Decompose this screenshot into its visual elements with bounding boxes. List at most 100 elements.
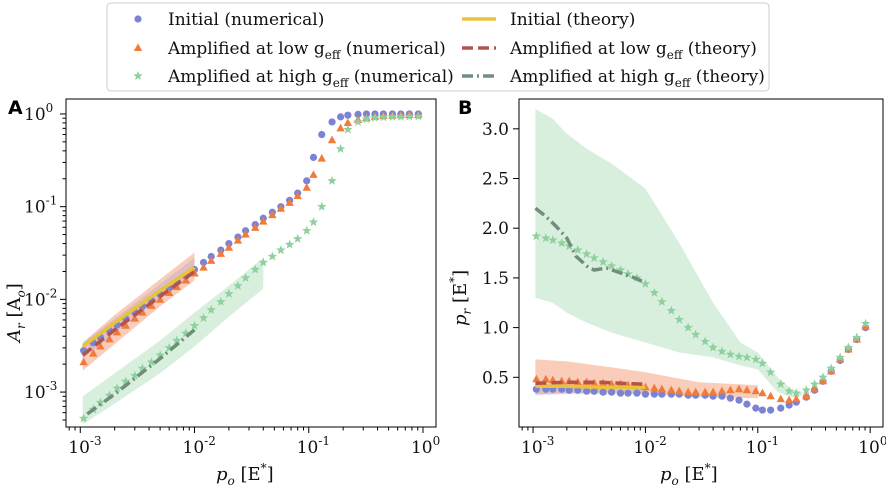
panel-a-ytick-label: 10-2: [24, 286, 57, 310]
panel-a-point-circle: [309, 153, 318, 161]
panel-b-point-circle: [718, 392, 726, 400]
panel-b-point-star: [708, 342, 718, 352]
panel-a-point-star: [404, 111, 415, 121]
panel-a-point-circle: [344, 111, 352, 119]
panel-b-point-star: [751, 354, 761, 364]
panel-a-point-circle: [199, 258, 208, 267]
panel-b-point-star: [784, 386, 794, 396]
panel-a-point-triangle: [309, 170, 318, 178]
panel-a-point-triangle: [147, 301, 156, 309]
panel-b-point-circle: [565, 386, 573, 394]
panel-b-point-triangle: [717, 386, 727, 395]
panel-b-point-star: [690, 329, 701, 339]
panel-b-point-triangle: [667, 385, 676, 394]
panel-b-point-triangle: [708, 387, 718, 396]
legend-marker-star: [133, 71, 143, 81]
panel-a-ytick-label: 10-1: [24, 194, 57, 218]
panel-a-point-circle: [303, 177, 311, 185]
panel-a-point-triangle: [105, 334, 114, 343]
legend-label: Amplified at low geff (theory): [509, 39, 757, 62]
panel-b-point-star: [674, 314, 685, 324]
panel-b-theory-line-solid: [535, 384, 646, 389]
panel-b-point-circle: [777, 404, 785, 412]
panel-b-point-triangle: [792, 394, 801, 403]
panel-a-point-triangle: [327, 135, 337, 144]
panel-b-point-star: [765, 367, 776, 377]
panel-b-point-triangle: [766, 391, 775, 400]
panel-a-point-star: [301, 225, 312, 235]
panel-a-point-star: [276, 245, 286, 255]
panel-b-point-star: [725, 349, 736, 359]
panel-b-point-circle: [607, 388, 616, 396]
panel-b-point-star: [852, 332, 862, 342]
legend-item: Amplified at high geff (numerical): [133, 67, 454, 90]
legend-item: Initial (theory): [462, 10, 635, 30]
panel-a-point-triangle: [207, 256, 216, 264]
panel-a-theory-line-solid: [81, 266, 196, 348]
panel-a-point-triangle: [79, 357, 88, 366]
panel-a-point-star: [130, 370, 140, 380]
panel-b-point-star: [666, 305, 677, 315]
panel-b-point-circle: [633, 389, 641, 397]
panel-b-point-star: [791, 388, 802, 398]
legend-marker-triangle: [133, 43, 143, 51]
panel-a-point-star: [370, 112, 380, 122]
panel-b-frame: [518, 98, 884, 428]
panel-a-frame: [65, 98, 437, 428]
panel-b-point-triangle: [607, 379, 616, 388]
panel-a-point-triangle: [224, 243, 234, 251]
panel-a-point-star: [189, 320, 200, 330]
panel-b-point-circle: [590, 387, 598, 395]
panel-b-xtick-label: 10-2: [633, 434, 666, 458]
panel-a-point-star: [250, 264, 260, 274]
panel-b-point-star: [717, 346, 727, 356]
panel-a-xtick-label: 10-1: [297, 434, 330, 458]
panel-a-point-star: [172, 335, 182, 345]
panel-b-point-star: [581, 249, 592, 259]
panel-b-xlabel: po [E*]: [660, 461, 718, 488]
panel-a-point-triangle: [317, 153, 326, 162]
panel-b-point-triangle: [784, 395, 794, 404]
panel-b-point-star: [556, 238, 567, 248]
panel-a-point-circle: [318, 130, 326, 139]
panel-b-point-circle: [624, 389, 632, 397]
panel-a-point-star: [413, 111, 424, 121]
panel-b-point-triangle: [657, 384, 667, 393]
panel-b-point-triangle: [742, 385, 752, 394]
panel-b-point-triangle: [818, 376, 828, 385]
panel-b-point-triangle: [810, 384, 819, 393]
panel-b-point-triangle: [758, 388, 767, 397]
panel-b-point-star: [541, 233, 551, 243]
panel-b-point-star: [623, 268, 633, 278]
legend-item: Amplified at high geff (theory): [462, 67, 765, 90]
panel-b-point-star: [757, 358, 768, 368]
panel-a-point-triangle: [138, 307, 147, 316]
panel-a-point-star: [164, 342, 174, 352]
panel-b-point-triangle: [734, 384, 744, 393]
panel-a-point-star: [224, 288, 234, 298]
panel-a-point-star: [240, 273, 251, 283]
panel-b-point-circle: [599, 388, 607, 396]
panel-a-point-triangle: [285, 198, 294, 206]
panel-a-point-star: [343, 124, 353, 134]
panel-b-ytick-label: 2.5: [482, 170, 509, 190]
legend: Initial (numerical) Initial (theory) Ampli…: [106, 2, 770, 92]
panel-b-point-triangle: [683, 387, 693, 396]
panel-a-point-triangle: [89, 349, 98, 357]
panel-b-point-circle: [743, 400, 751, 408]
legend-item: Amplified at low geff (numerical): [133, 39, 446, 62]
panel-b-point-triangle: [650, 383, 659, 392]
panel-a-xlabel: po [E*]: [216, 461, 274, 488]
panel-b-point-star: [548, 235, 558, 245]
panel-b-xtick-label: 10-3: [521, 434, 554, 458]
panel-b-point-circle: [767, 406, 775, 414]
panel-a-point-triangle: [302, 183, 311, 191]
panel-b-point-star: [775, 379, 786, 389]
panel-b-point-triangle: [675, 386, 684, 395]
panel-b-point-circle: [641, 390, 650, 398]
panel-a-point-star: [258, 257, 269, 267]
panel-b-point-star: [573, 245, 583, 255]
panel-b-point-star: [606, 260, 617, 271]
panel-a-point-triangle: [130, 314, 139, 322]
panel-b-ytick-label: 0.5: [482, 368, 509, 388]
